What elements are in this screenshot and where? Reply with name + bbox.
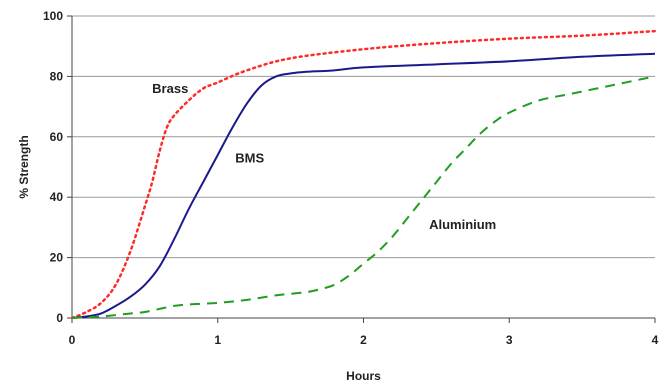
y-tick-label: 40: [50, 190, 64, 204]
series-line-aluminium: [71, 75, 656, 319]
x-axis-title: Hours: [346, 369, 381, 383]
x-tick-label: 4: [652, 333, 659, 347]
label-layer: Brass BMS Aluminium: [152, 81, 496, 232]
axis-layer: 0 20 40 60 80 100 0 1 2 3 4: [43, 9, 659, 347]
x-tick-label: 1: [214, 333, 221, 347]
series-label-aluminium: Aluminium: [429, 217, 496, 232]
series-line-brass: [70, 29, 657, 320]
series-layer: [70, 29, 657, 320]
series-line-bms: [71, 52, 656, 319]
x-tick-label: 2: [360, 333, 367, 347]
series-label-bms: BMS: [235, 150, 264, 165]
grid-layer: [72, 15, 655, 259]
y-tick-label: 80: [50, 69, 64, 83]
y-tick-label: 0: [56, 311, 63, 325]
y-axis-title: % Strength: [17, 135, 31, 198]
x-tick-label: 0: [69, 333, 76, 347]
y-tick-label: 60: [50, 130, 64, 144]
y-tick-label: 20: [50, 251, 64, 265]
x-tick-label: 3: [506, 333, 513, 347]
y-tick-label: 100: [43, 9, 63, 23]
series-label-brass: Brass: [152, 81, 188, 96]
